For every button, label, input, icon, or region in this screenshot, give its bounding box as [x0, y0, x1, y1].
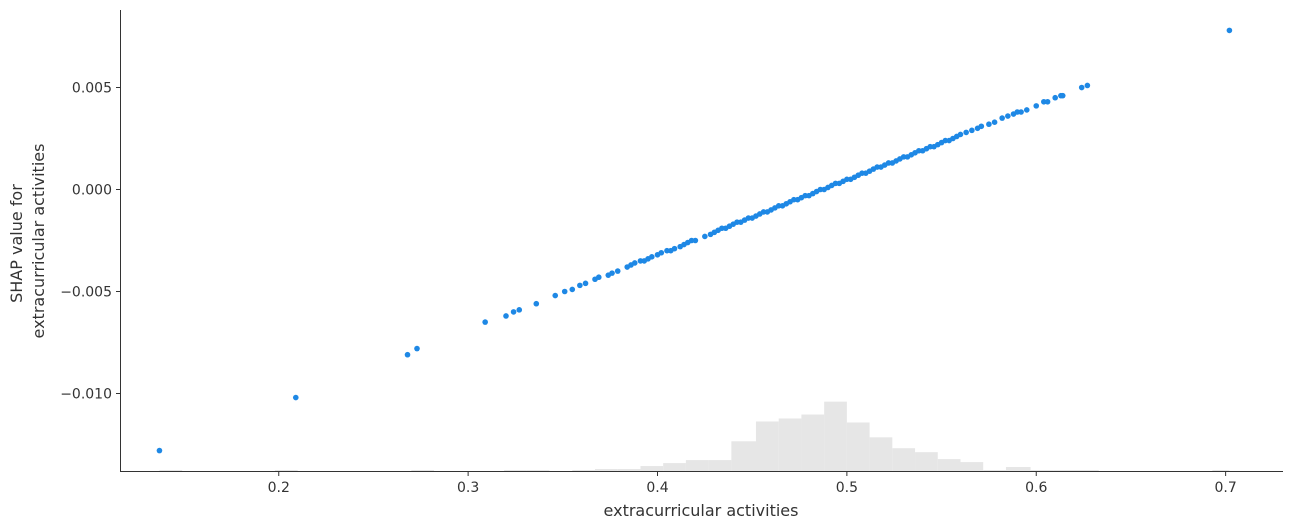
shap-point [552, 292, 559, 299]
shap-point [991, 119, 998, 125]
shap-point [1226, 27, 1233, 34]
x-tick-label: 0.5 [836, 480, 858, 496]
histogram-bar [411, 470, 435, 471]
histogram-bar [778, 418, 802, 471]
y-tick-label: −0.005 [60, 284, 112, 300]
histogram-bar [1212, 470, 1230, 471]
y-tick-label: 0.000 [72, 183, 112, 199]
y-tick-label: 0.005 [72, 81, 112, 97]
histogram-bar [824, 401, 847, 471]
feature-histogram [159, 401, 1230, 471]
shap-point [1018, 109, 1024, 115]
histogram-bar [663, 463, 686, 471]
shap-points [156, 27, 1233, 454]
shap-point [404, 351, 411, 358]
shap-point [671, 245, 678, 252]
shap-point [1052, 94, 1058, 101]
histogram-bar [274, 470, 298, 471]
shap-point [978, 123, 985, 130]
histogram-bar [755, 421, 779, 471]
shap-point [156, 447, 163, 454]
x-axis-title: extracurricular activities [604, 501, 799, 520]
x-tick-label: 0.6 [1025, 480, 1047, 496]
shap-point [957, 131, 964, 138]
y-axis-title-line-1: SHAP value for [7, 184, 26, 303]
shap-point [1033, 103, 1040, 109]
histogram-bar [526, 470, 550, 471]
histogram-bar [983, 470, 1006, 471]
histogram-bar [801, 414, 825, 471]
histogram-bar [892, 448, 916, 471]
shap-point [414, 345, 420, 352]
shap-point [482, 319, 488, 325]
shap-point [969, 127, 975, 134]
x-tick-label: 0.7 [1214, 480, 1236, 496]
histogram-bar [640, 466, 664, 471]
y-axis-title-line-2: extracurricular activities [29, 144, 48, 339]
shap-point [1078, 84, 1085, 91]
histogram-bar [915, 452, 938, 471]
shap-point [692, 237, 699, 244]
shap-point [561, 288, 568, 295]
y-tick-label: −0.010 [60, 386, 112, 402]
histogram-bar [731, 441, 756, 471]
shap-point [510, 309, 517, 315]
histogram-bar [1076, 470, 1099, 471]
histogram-bar [504, 470, 527, 471]
shap-point [569, 286, 576, 293]
shap-point [986, 121, 992, 128]
histogram-bar [159, 470, 183, 471]
shap-point [963, 129, 969, 136]
shap-point [582, 280, 589, 287]
x-ticks: 0.2 0.3 0.4 0.5 0.6 0.7 [268, 471, 1237, 496]
shap-point [595, 274, 602, 281]
y-ticks: −0.010 −0.005 0.000 0.005 [60, 81, 121, 402]
histogram-bar [960, 462, 984, 471]
shap-point [292, 394, 299, 401]
shap-point [1059, 92, 1066, 99]
shap-point [577, 282, 583, 289]
x-tick-label: 0.4 [646, 480, 668, 496]
shap-point [1084, 82, 1091, 89]
x-tick-label: 0.3 [457, 480, 479, 496]
shap-point [609, 270, 615, 276]
histogram-bar [595, 469, 618, 471]
histogram-bar [937, 459, 961, 471]
y-axis-title: SHAP value for extracurricular activitie… [7, 144, 48, 339]
shap-point [631, 260, 638, 266]
shap-point [658, 249, 665, 256]
shap-point [533, 300, 540, 307]
shap-point [1044, 98, 1051, 105]
x-tick-label: 0.2 [268, 480, 290, 496]
shap-point [1023, 107, 1030, 113]
shap-point [999, 115, 1005, 121]
histogram-bar [572, 470, 596, 471]
shap-point [649, 254, 655, 260]
axes [120, 10, 1283, 472]
histogram-bar [685, 460, 709, 471]
histogram-bar [1053, 470, 1077, 471]
histogram-bar [869, 437, 893, 471]
histogram-bar [846, 422, 870, 471]
histogram-bar [1030, 470, 1054, 471]
shap-point [614, 268, 621, 274]
histogram-bar [1005, 467, 1031, 471]
histogram-bar [708, 460, 732, 471]
shap-point [516, 307, 523, 313]
shap-point [702, 233, 708, 240]
shap-point [503, 313, 509, 319]
histogram-bar [617, 469, 641, 471]
shap-point [1005, 113, 1011, 119]
